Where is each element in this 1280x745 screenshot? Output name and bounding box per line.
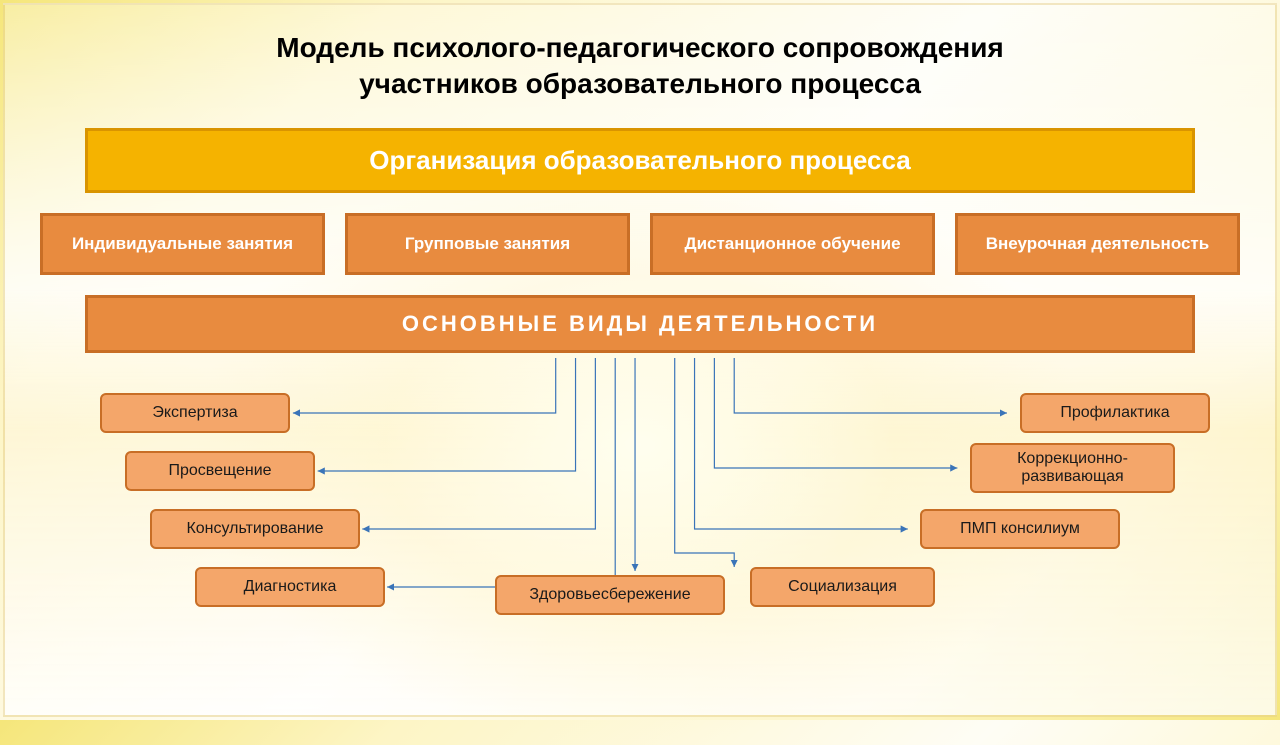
pill-prevention: Профилактика	[1020, 393, 1210, 433]
pill-pmp-council: ПМП консилиум	[920, 509, 1120, 549]
page-title: Модель психолого-педагогического сопрово…	[40, 30, 1240, 103]
activities-diagram: Экспертиза Просвещение Консультирование …	[40, 353, 1240, 653]
slide-frame: Модель психолого-педагогического сопрово…	[3, 3, 1277, 717]
pill-diagnostics: Диагностика	[195, 567, 385, 607]
pill-correctional: Коррекционно-развивающая	[970, 443, 1175, 493]
banner-activities: ОСНОВНЫЕ ВИДЫ ДЕЯТЕЛЬНОСТИ	[85, 295, 1195, 353]
row-learning-forms: Индивидуальные занятия Групповые занятия…	[40, 213, 1240, 275]
title-line-2: участников образовательного процесса	[359, 68, 921, 99]
pill-health: Здоровьесбережение	[495, 575, 725, 615]
pill-enlightenment: Просвещение	[125, 451, 315, 491]
cell-extracurricular: Внеурочная деятельность	[955, 213, 1240, 275]
cell-individual: Индивидуальные занятия	[40, 213, 325, 275]
cell-distance: Дистанционное обучение	[650, 213, 935, 275]
pill-expertise: Экспертиза	[100, 393, 290, 433]
title-line-1: Модель психолого-педагогического сопрово…	[276, 32, 1004, 63]
banner-main: Организация образовательного процесса	[85, 128, 1195, 193]
pill-consulting: Консультирование	[150, 509, 360, 549]
cell-group: Групповые занятия	[345, 213, 630, 275]
pill-socialization: Социализация	[750, 567, 935, 607]
